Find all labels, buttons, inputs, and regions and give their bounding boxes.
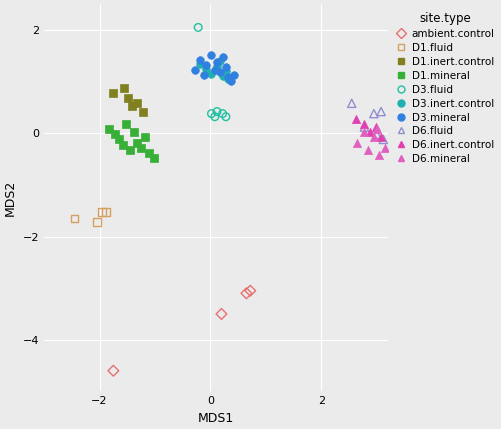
Point	[137, 144, 145, 151]
Point	[149, 154, 157, 161]
Point	[221, 64, 229, 71]
Point	[207, 51, 215, 58]
Point	[217, 311, 225, 317]
Point	[126, 146, 134, 153]
Point	[365, 129, 373, 136]
Point	[109, 90, 117, 97]
Point	[130, 129, 138, 136]
Point	[380, 144, 388, 151]
Point	[221, 113, 229, 120]
Point	[375, 151, 383, 158]
Point	[379, 136, 387, 143]
Point	[216, 69, 224, 76]
Point	[93, 219, 101, 226]
Point	[347, 100, 355, 107]
Point	[102, 208, 110, 215]
Point	[120, 85, 128, 91]
Point	[218, 53, 226, 60]
Point	[218, 73, 226, 80]
Point	[246, 287, 254, 294]
Point	[364, 146, 372, 153]
Point	[212, 108, 220, 115]
Point	[133, 139, 141, 146]
Point	[98, 208, 106, 215]
Point	[201, 62, 209, 69]
Point	[212, 59, 220, 66]
Point	[141, 134, 149, 141]
Point	[376, 134, 384, 141]
Point	[223, 74, 231, 81]
Point	[376, 108, 384, 115]
Point	[221, 68, 229, 75]
Point	[196, 60, 204, 67]
Point	[369, 110, 377, 117]
Point	[223, 76, 231, 82]
Point	[207, 110, 215, 117]
Point	[227, 77, 235, 84]
Point	[199, 72, 207, 79]
Point	[371, 124, 379, 130]
Y-axis label: MDS2: MDS2	[4, 180, 17, 216]
Point	[218, 110, 226, 117]
Point	[210, 67, 218, 74]
Point	[71, 215, 79, 222]
Point	[119, 141, 127, 148]
Point	[207, 70, 215, 77]
Point	[360, 121, 368, 127]
Point	[216, 57, 224, 64]
Point	[210, 113, 218, 120]
Point	[122, 121, 130, 127]
Legend: ambient.control, D1.fluid, D1.inert.control, D1.mineral, D3.fluid, D3.inert.cont: ambient.control, D1.fluid, D1.inert.cont…	[392, 9, 497, 167]
Point	[372, 126, 380, 133]
Point	[109, 367, 117, 374]
Point	[190, 67, 198, 74]
Point	[105, 126, 113, 133]
Point	[111, 131, 119, 138]
X-axis label: MDS1: MDS1	[197, 412, 233, 425]
Point	[360, 124, 368, 130]
Point	[372, 131, 380, 138]
Point	[353, 139, 361, 146]
Point	[351, 115, 359, 122]
Point	[196, 57, 204, 63]
Point	[369, 134, 377, 141]
Point	[115, 136, 123, 143]
Point	[127, 103, 135, 110]
Point	[360, 129, 368, 136]
Point	[194, 24, 202, 31]
Point	[212, 63, 220, 69]
Point	[124, 95, 132, 102]
Point	[138, 108, 146, 115]
Point	[145, 149, 153, 156]
Point	[133, 100, 141, 107]
Point	[201, 65, 209, 72]
Point	[242, 290, 250, 297]
Point	[229, 72, 237, 79]
